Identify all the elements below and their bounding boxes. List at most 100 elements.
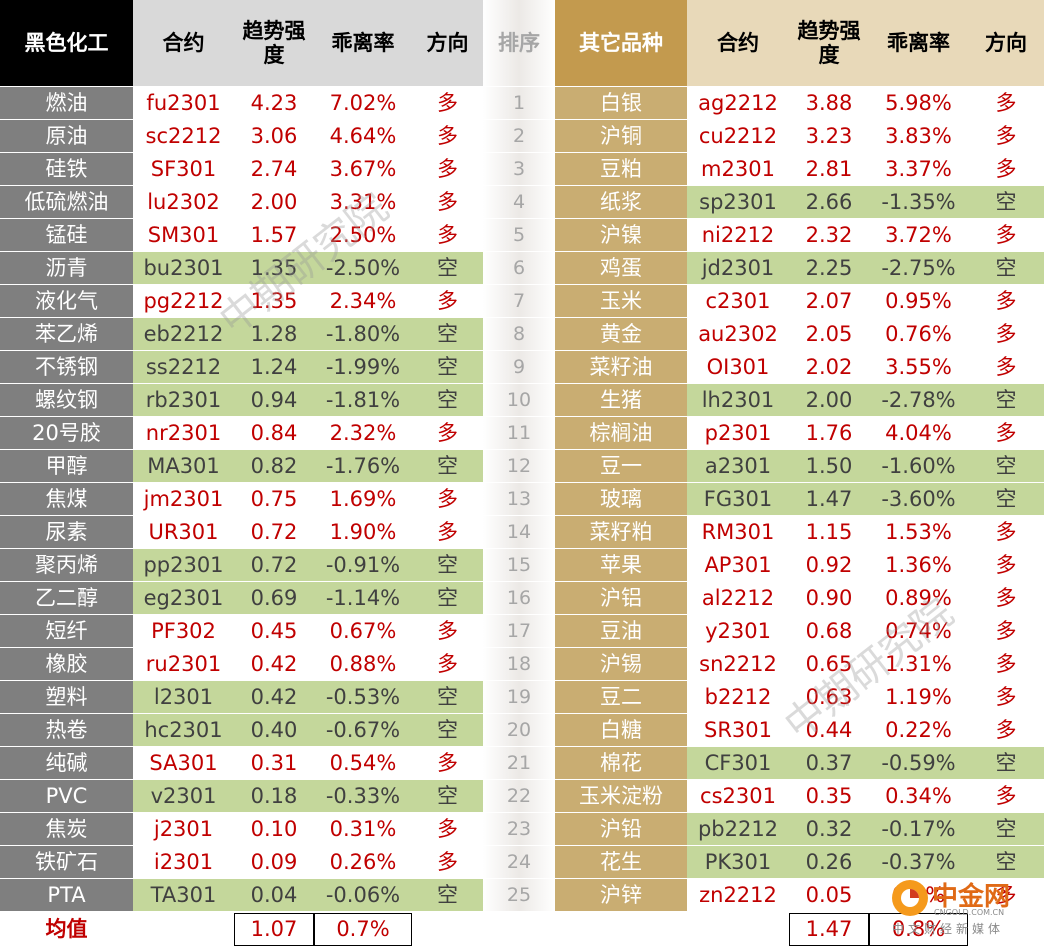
- right-row-contract: RM301: [687, 516, 789, 549]
- right-row-contract: lh2301: [687, 384, 789, 417]
- right-row-contract: sn2212: [687, 648, 789, 681]
- left-row-trend: 0.82: [234, 450, 314, 483]
- right-row-name: 白银: [555, 87, 687, 120]
- left-row-name: 不锈钢: [0, 351, 133, 384]
- right-row-deviation: 1.36%: [869, 549, 968, 582]
- left-row-name: 低硫燃油: [0, 186, 133, 219]
- right-row-name: 沪锌: [555, 879, 687, 912]
- left-row-contract: ru2301: [133, 648, 234, 681]
- right-row-name: 豆二: [555, 681, 687, 714]
- right-row-direction: 多: [968, 615, 1044, 648]
- left-row-direction: 空: [412, 879, 483, 912]
- row-separator: [0, 911, 1044, 912]
- left-row-name: 沥青: [0, 252, 133, 285]
- left-row-contract: pp2301: [133, 549, 234, 582]
- right-row-trend: 2.00: [789, 384, 869, 417]
- left-row-name: 焦炭: [0, 813, 133, 846]
- rank-header: 排序: [498, 30, 540, 55]
- right-row-direction: 空: [968, 483, 1044, 516]
- left-row-name: 铁矿石: [0, 846, 133, 879]
- left-row-deviation: 2.50%: [314, 219, 412, 252]
- left-row-deviation: -0.53%: [314, 681, 412, 714]
- right-row-name: 棉花: [555, 747, 687, 780]
- rank-number: 7: [512, 290, 526, 312]
- left-row-trend: 1.57: [234, 219, 314, 252]
- left-row-trend: 0.31: [234, 747, 314, 780]
- right-row-direction: 空: [968, 252, 1044, 285]
- right-row-contract: ag2212: [687, 87, 789, 120]
- right-row-trend: 0.32: [789, 813, 869, 846]
- left-row-direction: 多: [412, 219, 483, 252]
- left-row-contract: ss2212: [133, 351, 234, 384]
- right-row-name: 玉米淀粉: [555, 780, 687, 813]
- right-row-trend: 1.47: [789, 483, 869, 516]
- right-row-contract: cu2212: [687, 120, 789, 153]
- rank-number: 21: [506, 752, 532, 774]
- right-row-contract: m2301: [687, 153, 789, 186]
- left-row-direction: 多: [412, 648, 483, 681]
- left-header-deviation: 乖离率: [314, 0, 412, 86]
- row-separator: [0, 350, 1044, 351]
- left-row-deviation: 0.88%: [314, 648, 412, 681]
- left-header-trend: 趋势强度: [234, 0, 314, 86]
- right-row-name: 菜籽粕: [555, 516, 687, 549]
- left-row-deviation: -0.33%: [314, 780, 412, 813]
- left-row-deviation: 3.67%: [314, 153, 412, 186]
- right-row-direction: 多: [968, 516, 1044, 549]
- right-row-direction: 多: [968, 87, 1044, 120]
- left-row-trend: 0.94: [234, 384, 314, 417]
- left-row-contract: i2301: [133, 846, 234, 879]
- right-title: 其它品种: [555, 0, 687, 86]
- right-row-name: 沪铅: [555, 813, 687, 846]
- left-row-trend: 0.18: [234, 780, 314, 813]
- left-row-trend: 0.69: [234, 582, 314, 615]
- right-row-contract: a2301: [687, 450, 789, 483]
- row-separator: [0, 845, 1044, 846]
- left-row-direction: 多: [412, 615, 483, 648]
- right-average-trend: 1.47: [789, 913, 869, 946]
- right-row-deviation: 1.53%: [869, 516, 968, 549]
- right-row-direction: 空: [968, 186, 1044, 219]
- row-separator: [0, 647, 1044, 648]
- left-row-name: 乙二醇: [0, 582, 133, 615]
- left-row-trend: 4.23: [234, 87, 314, 120]
- right-row-name: 玻璃: [555, 483, 687, 516]
- row-separator: [0, 449, 1044, 450]
- right-row-contract: PK301: [687, 846, 789, 879]
- right-row-trend: 3.88: [789, 87, 869, 120]
- right-row-direction: 多: [968, 351, 1044, 384]
- left-row-name: 液化气: [0, 285, 133, 318]
- left-row-trend: 0.84: [234, 417, 314, 450]
- right-row-direction: 多: [968, 120, 1044, 153]
- right-row-deviation: 3.83%: [869, 120, 968, 153]
- right-row-direction: 多: [968, 318, 1044, 351]
- left-row-deviation: -2.50%: [314, 252, 412, 285]
- right-row-contract: al2212: [687, 582, 789, 615]
- right-row-deviation: 0.89%: [869, 582, 968, 615]
- left-row-direction: 多: [412, 747, 483, 780]
- right-row-contract: AP301: [687, 549, 789, 582]
- left-row-contract: v2301: [133, 780, 234, 813]
- left-row-name: 硅铁: [0, 153, 133, 186]
- left-row-name: PTA: [0, 879, 133, 912]
- right-row-deviation: -2.75%: [869, 252, 968, 285]
- right-row-deviation: -1.60%: [869, 450, 968, 483]
- right-row-name: 沪铝: [555, 582, 687, 615]
- left-average-trend: 1.07: [234, 913, 314, 946]
- row-separator: [0, 713, 1044, 714]
- right-row-deviation: 5.98%: [869, 87, 968, 120]
- left-row-trend: 0.72: [234, 549, 314, 582]
- left-row-deviation: 0.31%: [314, 813, 412, 846]
- left-row-trend: 0.10: [234, 813, 314, 846]
- logo-domain: CNGOLD.COM.CN: [934, 908, 1005, 917]
- left-row-deviation: -0.91%: [314, 549, 412, 582]
- rank-number: 6: [512, 257, 526, 279]
- left-row-deviation: 4.64%: [314, 120, 412, 153]
- right-row-name: 花生: [555, 846, 687, 879]
- rank-number: 16: [506, 587, 532, 609]
- right-row-direction: 多: [968, 582, 1044, 615]
- left-row-name: 燃油: [0, 87, 133, 120]
- left-row-name: 聚丙烯: [0, 549, 133, 582]
- average-label: 均值: [45, 917, 88, 942]
- right-row-trend: 2.66: [789, 186, 869, 219]
